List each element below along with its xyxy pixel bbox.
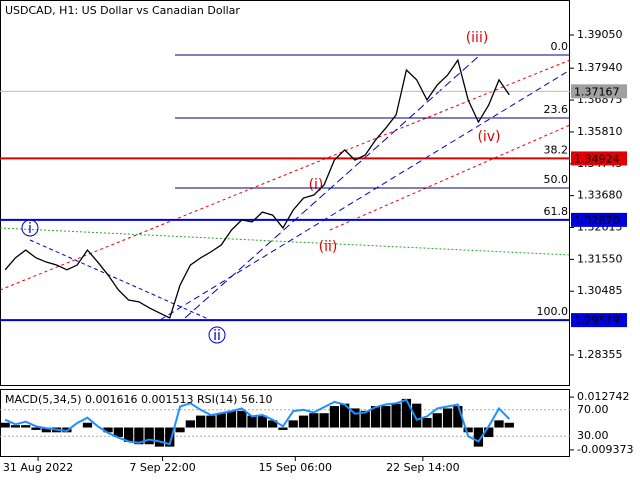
indicator-panel <box>0 389 570 457</box>
trend-line <box>0 59 571 291</box>
macd-bar <box>381 406 391 428</box>
price-tag <box>571 84 627 99</box>
macd-bar <box>309 413 319 428</box>
macd-bar <box>298 415 309 428</box>
price-tag <box>571 313 627 328</box>
macd-bar <box>340 403 350 428</box>
macd-bar <box>154 427 165 447</box>
price-tag-label: 1.29519 <box>574 314 620 327</box>
price-tag-label: 1.34924 <box>574 152 620 165</box>
macd-bar <box>484 427 494 438</box>
macd-bar <box>216 413 226 428</box>
macd-bar <box>268 420 278 428</box>
macd-bar <box>453 406 463 428</box>
indicator-title: MACD(5,34,5) 0.001616 0.001513 RSI(14) 5… <box>5 393 272 406</box>
macd-bar <box>41 427 51 433</box>
fib-label: 0.0 <box>551 40 569 53</box>
macd-bar <box>360 410 370 428</box>
x-tick-label: 15 Sep 06:00 <box>259 461 332 474</box>
y-tick-label: 1.30485 <box>577 284 623 297</box>
chart-title: USDCAD, H1: US Dollar vs Canadian Dollar <box>5 4 240 17</box>
x-tick-label: 22 Sep 14:00 <box>386 461 459 474</box>
wave-line <box>29 239 216 323</box>
indicator-tick-label: -0.009373 <box>577 443 633 456</box>
macd-bar <box>504 422 514 428</box>
macd-bar <box>237 410 247 428</box>
macd-bar <box>401 398 412 428</box>
y-tick-label: 1.31550 <box>577 252 623 265</box>
price-tag <box>571 212 627 227</box>
macd-bar <box>134 427 144 445</box>
indicator-tick-label: 0.012742 <box>577 390 630 403</box>
y-tick-label: 1.28355 <box>577 348 623 361</box>
price-tag-label: 1.32870 <box>574 214 620 227</box>
price-tag-label: 1.37167 <box>574 85 620 98</box>
trend-line <box>184 54 481 319</box>
x-tick-label: 31 Aug 2022 <box>3 461 73 474</box>
rsi-tick-label: 30.00 <box>577 429 609 442</box>
macd-bar <box>175 427 185 433</box>
fib-label: 61.8 <box>544 205 569 218</box>
y-tick-label: 1.39050 <box>577 28 623 41</box>
macd-bar <box>412 403 422 428</box>
macd-bar <box>144 427 154 445</box>
macd-bar <box>31 427 41 430</box>
fib-label: 50.0 <box>544 173 569 186</box>
macd-bar <box>185 420 195 428</box>
macd-bar <box>391 403 401 428</box>
macd-bar <box>257 415 267 428</box>
fib-label: 23.6 <box>544 103 569 116</box>
macd-bar <box>463 427 473 433</box>
macd-bar <box>494 420 504 428</box>
wave-label: (iv) <box>477 129 500 145</box>
y-tick-label: 1.33680 <box>577 189 623 202</box>
macd-bar <box>370 406 381 428</box>
y-tick-label: 1.35810 <box>577 125 623 138</box>
macd-bar <box>350 408 360 428</box>
y-tick-label: 1.37940 <box>577 61 623 74</box>
wave-label: i <box>28 221 32 237</box>
rsi-tick-label: 70.00 <box>577 403 609 416</box>
macd-bar <box>165 427 175 447</box>
macd-bar <box>206 415 216 428</box>
rsi-line <box>4 398 511 446</box>
wave-label: ii <box>213 328 221 344</box>
price-panel <box>0 0 570 386</box>
macd-bar <box>82 422 93 428</box>
trend-line <box>0 227 571 256</box>
macd-bar <box>432 413 442 428</box>
wave-label: (ii) <box>319 239 338 255</box>
wave-circle <box>208 326 226 344</box>
macd-bar <box>319 413 329 428</box>
trend-line <box>159 69 571 321</box>
macd-bar <box>0 422 10 428</box>
macd-bar <box>226 410 237 428</box>
macd-bar <box>21 425 31 428</box>
macd-bar <box>442 408 453 428</box>
macd-bar <box>196 415 206 428</box>
macd-bar <box>10 425 21 428</box>
x-tick-label: 7 Sep 22:00 <box>129 461 195 474</box>
price-line-series <box>4 58 510 319</box>
macd-bar <box>247 415 257 428</box>
macd-bar <box>278 427 288 430</box>
macd-bar <box>473 427 484 447</box>
fib-label: 100.0 <box>537 305 569 318</box>
trend-line <box>329 124 571 231</box>
macd-bar <box>422 417 432 428</box>
price-tag <box>571 151 627 166</box>
fib-label: 38.2 <box>544 143 569 156</box>
macd-bar <box>113 427 123 438</box>
macd-bar <box>329 406 340 428</box>
macd-bar <box>103 427 113 433</box>
macd-bar <box>288 420 298 428</box>
macd-bar <box>123 427 134 442</box>
wave-label: (iii) <box>466 30 489 46</box>
wave-label: (i) <box>309 177 324 193</box>
